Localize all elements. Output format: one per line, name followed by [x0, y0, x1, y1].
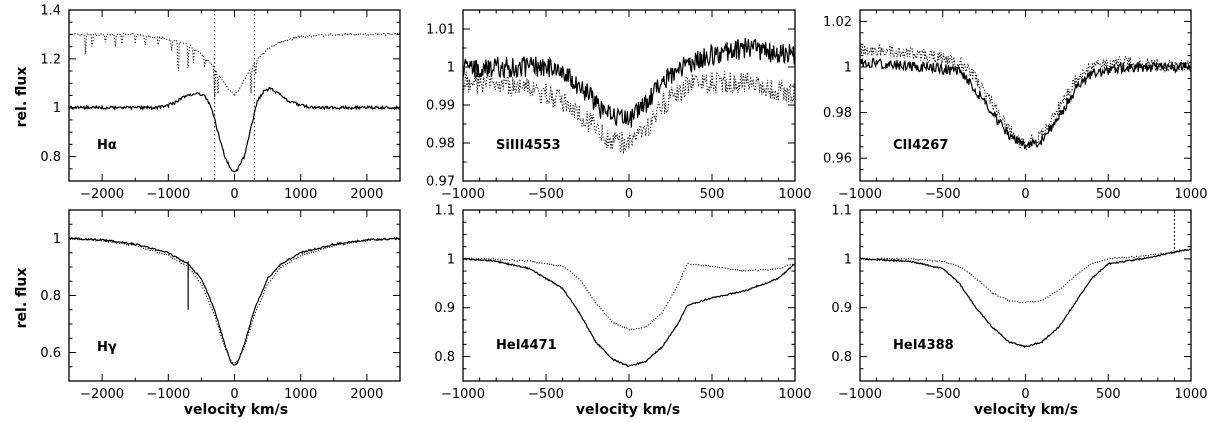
hei4471-xtick-label: −1000 — [441, 387, 485, 402]
halpha-ytick-label: 1 — [53, 101, 61, 116]
hei4471-xtick-label: 1000 — [778, 387, 811, 402]
siiii-frame — [462, 9, 796, 182]
y-axis-label-bottom: rel. flux — [14, 268, 30, 329]
panel-hei4388: −1000 −500 0 500 1000 0.8 0.9 1 1.1 HeI4388 — [831, 204, 1207, 403]
halpha-xtick-label: −1000 — [146, 187, 190, 202]
hgamma-xtick-label: 0 — [230, 387, 238, 402]
cii-xtick-label: 1000 — [1174, 187, 1207, 202]
hei4388-ytick-label: 1.1 — [831, 204, 852, 219]
hgamma-xtick-label: −2000 — [80, 387, 124, 402]
hei4471-ytick-label: 0.9 — [434, 301, 455, 316]
halpha-ytick-label: 1.4 — [40, 4, 61, 19]
panel-halpha: −2000 −1000 0 1000 2000 0.8 1 1.2 1.4 Hα — [40, 4, 401, 202]
siiii-ytick-label: 0.99 — [426, 99, 455, 114]
hei4388-xtick-label: 1000 — [1174, 387, 1207, 402]
y-axis-label-top: rel. flux — [14, 67, 30, 128]
siiii-series-solid — [463, 37, 795, 128]
hei4471-series-solid — [463, 257, 795, 368]
x-axis-label-left: velocity km/s — [184, 402, 288, 418]
hgamma-series-solid — [69, 236, 400, 366]
cii-series-solid — [860, 57, 1191, 149]
hei4388-series-solid — [860, 248, 1191, 349]
hei4471-series-dotted — [463, 257, 795, 331]
siiii-series-dotted — [463, 71, 795, 154]
siiii-xtick-label: −1000 — [441, 187, 485, 202]
siiii-xtick-label: 1000 — [778, 187, 811, 202]
panel-siiii: −1000 −500 0 500 1000 0.97 0.98 0.99 1 1.01 SiIII4… — [426, 9, 812, 202]
hei4471-xtick-label: 500 — [700, 387, 725, 402]
cii-xtick-label: 500 — [1096, 187, 1121, 202]
halpha-series-dotted — [69, 32, 400, 98]
hgamma-ytick-label: 0.8 — [40, 289, 61, 304]
hei4388-xtick-label: −500 — [925, 387, 961, 402]
hei4471-ytick-label: 0.8 — [434, 350, 455, 365]
siiii-xtick-label: 0 — [625, 187, 633, 202]
hgamma-ytick-label: 1 — [53, 232, 61, 247]
hgamma-ytick-label: 0.6 — [40, 346, 61, 361]
hei4388-xtick-label: 500 — [1096, 387, 1121, 402]
hei4388-line-label: HeI4388 — [893, 338, 954, 353]
panel-hei4471: −1000 −500 0 500 1000 0.8 0.9 1 1.1 HeI4471 — [434, 204, 811, 403]
panel-cii: −1000 −500 0 500 1000 0.96 0.98 1 1.02 CII4267 — [823, 9, 1208, 202]
hgamma-xtick-label: 2000 — [350, 387, 383, 402]
halpha-ytick-label: 1.2 — [40, 52, 61, 67]
siiii-ytick-label: 1 — [447, 61, 455, 76]
hei4388-series-dotted — [860, 248, 1191, 304]
cii-series-dotted — [860, 43, 1191, 151]
hgamma-frame — [68, 209, 401, 382]
halpha-xtick-label: 2000 — [350, 187, 383, 202]
cii-line-label: CII4267 — [893, 138, 948, 153]
halpha-xtick-label: −2000 — [80, 187, 124, 202]
cii-ytick-label: 0.96 — [823, 152, 852, 167]
hgamma-line-label: Hγ — [97, 340, 117, 355]
hei4471-xtick-label: 0 — [625, 387, 633, 402]
hei4471-line-label: HeI4471 — [496, 338, 557, 353]
hei4471-ytick-label: 1.1 — [434, 204, 455, 219]
hei4471-xtick-label: −500 — [528, 387, 564, 402]
halpha-ytick-label: 0.8 — [40, 150, 61, 165]
halpha-xtick-label: 0 — [230, 187, 238, 202]
hgamma-xtick-label: −1000 — [146, 387, 190, 402]
siiii-xtick-label: 500 — [700, 187, 725, 202]
cii-frame — [859, 9, 1192, 182]
hgamma-xtick-label: 1000 — [284, 387, 317, 402]
halpha-xtick-label: 1000 — [284, 187, 317, 202]
siiii-ytick-label: 0.97 — [426, 175, 455, 190]
cii-xtick-label: −1000 — [838, 187, 882, 202]
hei4471-frame — [462, 209, 796, 382]
cii-ytick-label: 0.98 — [823, 106, 852, 121]
hei4388-xtick-label: 0 — [1021, 387, 1029, 402]
cii-xtick-label: 0 — [1021, 187, 1029, 202]
siiii-ytick-label: 1.01 — [426, 23, 455, 38]
siiii-line-label: SiIII4553 — [496, 138, 561, 153]
x-axis-label-middle: velocity km/s — [576, 402, 680, 418]
halpha-line-label: Hα — [97, 138, 117, 153]
hgamma-series-dotted — [69, 237, 400, 364]
hei4388-xtick-label: −1000 — [838, 387, 882, 402]
hei4388-frame — [859, 209, 1192, 382]
siiii-ytick-label: 0.98 — [426, 137, 455, 152]
cii-ytick-label: 1.02 — [823, 15, 852, 30]
cii-xtick-label: −500 — [925, 187, 961, 202]
cii-ytick-label: 1 — [844, 61, 852, 76]
halpha-series-solid — [69, 86, 400, 173]
hei4388-ytick-label: 0.9 — [831, 301, 852, 316]
hei4388-ytick-label: 0.8 — [831, 350, 852, 365]
siiii-xtick-label: −500 — [528, 187, 564, 202]
panel-hgamma: −2000 −1000 0 1000 2000 0.6 0.8 1 Hγ — [40, 209, 401, 402]
x-axis-label-right: velocity km/s — [974, 402, 1078, 418]
hei4388-ytick-label: 1 — [844, 252, 852, 267]
hei4471-ytick-label: 1 — [447, 252, 455, 267]
